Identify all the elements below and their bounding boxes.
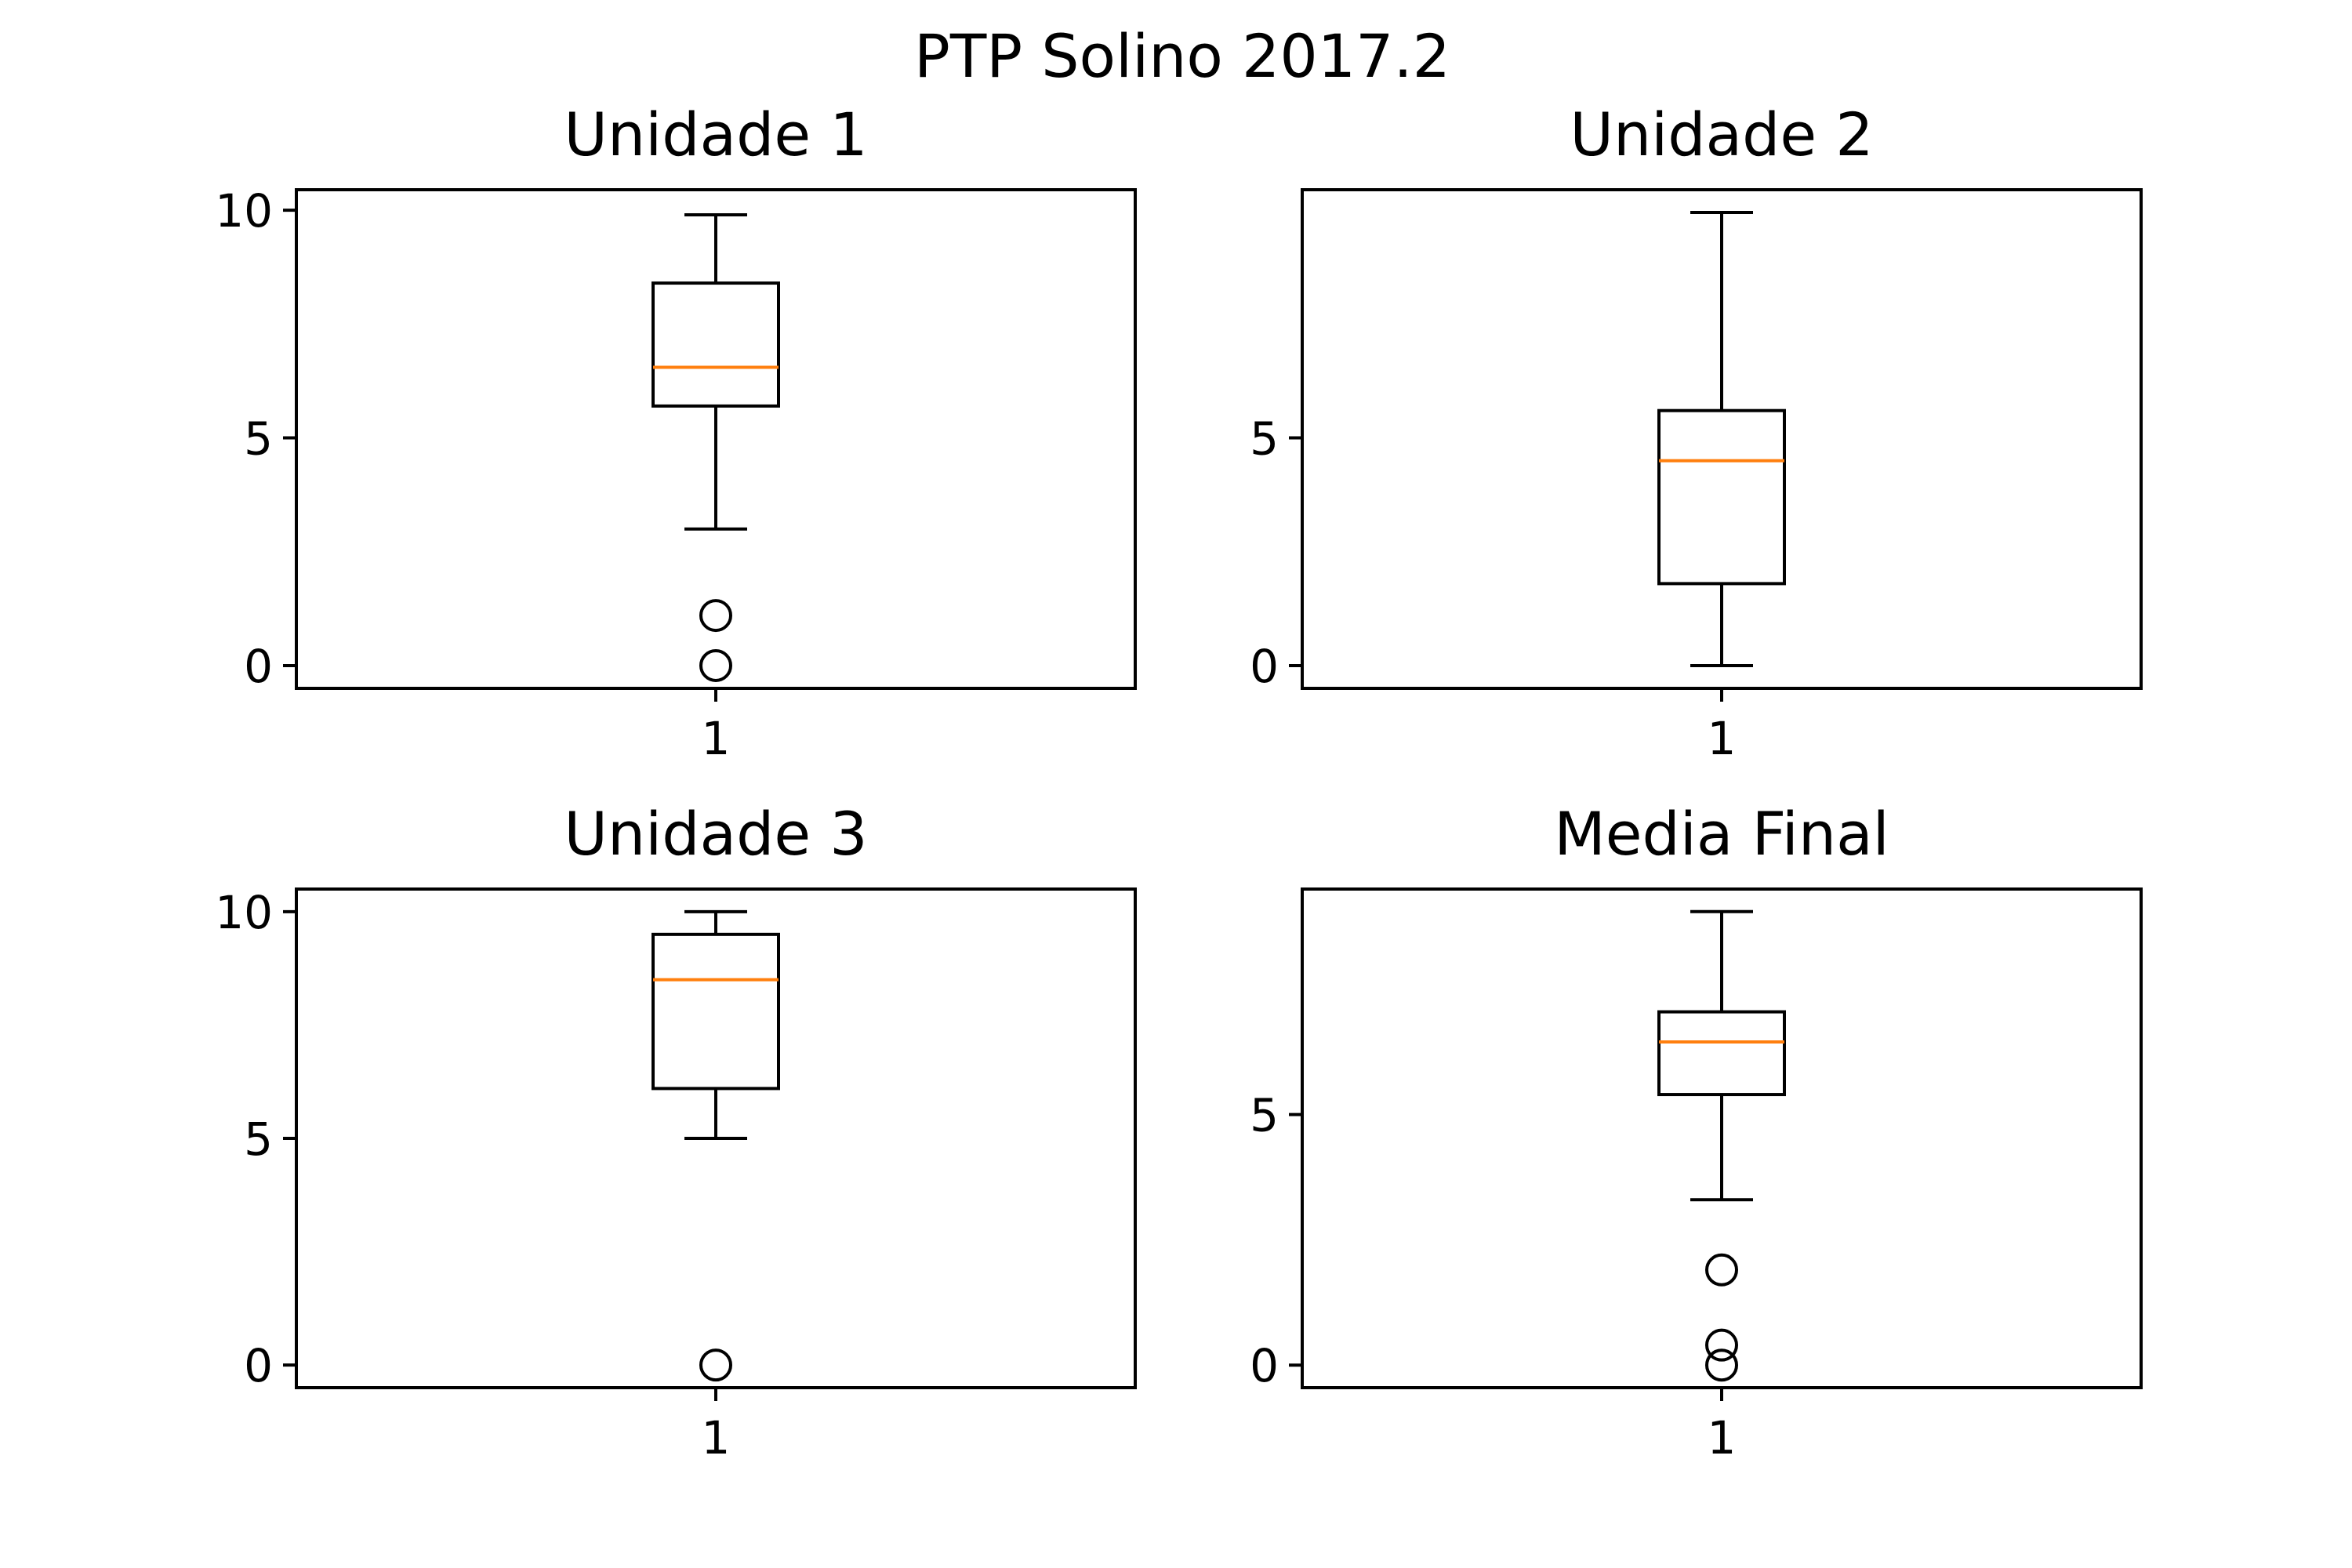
subplot-unidade-3: Unidade 3 0 5 10 1 bbox=[215, 799, 1137, 1465]
axes-frame bbox=[1301, 887, 2143, 1389]
y-tick-label: 5 bbox=[1250, 412, 1279, 466]
subplot-title: Media Final bbox=[1554, 799, 1889, 869]
y-tick-label: 0 bbox=[244, 1339, 273, 1392]
y-tick-label: 5 bbox=[244, 412, 273, 466]
figure-title: PTP Solino 2017.2 bbox=[914, 21, 1450, 91]
outlier-point bbox=[699, 599, 732, 633]
y-tick-label: 5 bbox=[1250, 1089, 1279, 1142]
outlier-point bbox=[699, 648, 732, 682]
outlier-point bbox=[1705, 1328, 1738, 1362]
subplot-title: Unidade 2 bbox=[1570, 100, 1873, 169]
axes-frame bbox=[295, 188, 1137, 690]
y-tick-label: 5 bbox=[244, 1112, 273, 1166]
subplot-unidade-2: Unidade 2 0 5 1 bbox=[1250, 100, 2143, 765]
iqr-box bbox=[1657, 408, 1786, 586]
iqr-box bbox=[652, 932, 780, 1091]
y-tick-label: 0 bbox=[1250, 640, 1279, 693]
subplot-title: Unidade 1 bbox=[564, 100, 867, 169]
outlier-point bbox=[1705, 1348, 1738, 1382]
y-tick-label: 0 bbox=[244, 640, 273, 693]
subplot-unidade-1: Unidade 1 0 5 10 1 bbox=[215, 100, 1137, 765]
x-tick-label: 1 bbox=[702, 712, 731, 765]
iqr-box bbox=[1657, 1010, 1786, 1097]
x-tick-label: 1 bbox=[1708, 1411, 1737, 1465]
subplot-media-final: Media Final 0 5 1 bbox=[1250, 799, 2143, 1465]
x-tick-label: 1 bbox=[1708, 712, 1737, 765]
x-tick-label: 1 bbox=[702, 1411, 731, 1465]
y-tick-label: 0 bbox=[1250, 1339, 1279, 1392]
outlier-point bbox=[699, 1348, 732, 1382]
outlier-point bbox=[1705, 1253, 1738, 1287]
y-tick-label: 10 bbox=[215, 886, 273, 939]
subplot-title: Unidade 3 bbox=[564, 799, 867, 869]
axes-frame bbox=[1301, 188, 2143, 690]
y-tick-label: 10 bbox=[215, 184, 273, 238]
axes-frame bbox=[295, 887, 1137, 1389]
iqr-box bbox=[652, 281, 780, 408]
